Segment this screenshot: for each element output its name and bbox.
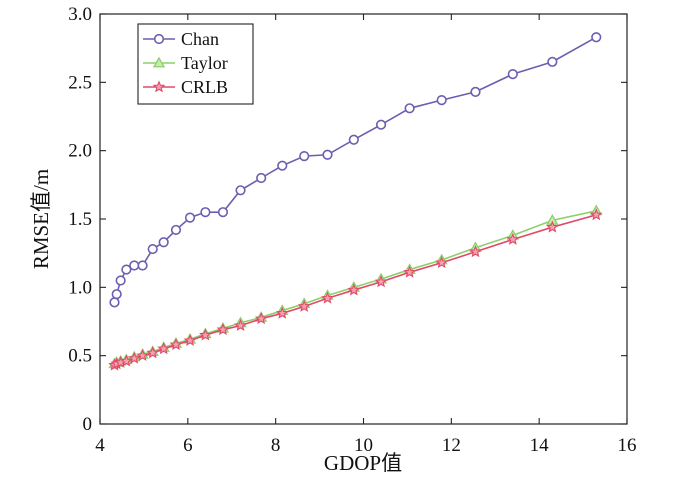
crlb-point — [506, 232, 520, 245]
crlb-point — [199, 328, 212, 341]
y-tick-label: 2.0 — [68, 141, 92, 162]
chan-point — [375, 119, 387, 130]
crlb-point — [183, 333, 197, 347]
y-tick-label: 1.0 — [68, 277, 92, 298]
y-tick-label: 1.5 — [68, 209, 92, 230]
crlb-point — [546, 220, 559, 233]
chan-point — [547, 56, 558, 67]
crlb-point — [297, 299, 311, 312]
chan-point — [158, 237, 169, 248]
y-tick-label: 0 — [83, 414, 93, 435]
chan-point — [115, 275, 126, 286]
crlb-point — [347, 283, 361, 296]
chan-point — [235, 185, 246, 196]
y-tick-label: 3.0 — [68, 4, 92, 25]
chan-point — [170, 224, 182, 236]
crlb-point — [435, 256, 449, 269]
crlb-point — [157, 342, 171, 355]
chan-point — [277, 160, 288, 171]
chan-point — [322, 149, 333, 160]
x-tick-label: 6 — [183, 435, 193, 456]
legend: Chan Taylor CRLB — [137, 23, 254, 105]
chan-point — [436, 94, 447, 106]
x-axis-title: GDOP值 — [324, 451, 402, 475]
crlb-point — [275, 306, 289, 319]
chan-point — [129, 260, 140, 271]
legend-chan-label: Chan — [181, 29, 219, 49]
chan-point — [200, 207, 211, 218]
crlb-point — [169, 338, 183, 351]
chan-point — [109, 297, 120, 308]
crlb-point — [120, 354, 133, 367]
chan-point — [217, 207, 229, 218]
x-tick-label: 12 — [442, 435, 461, 456]
chan-point — [147, 243, 158, 255]
crlb-point — [469, 245, 482, 258]
chan-point — [404, 103, 415, 114]
chan-point — [184, 212, 196, 223]
y-tick-label: 0.5 — [68, 346, 92, 367]
x-tick-label: 10 — [354, 435, 373, 456]
chan-point — [256, 172, 267, 184]
crlb-point — [234, 318, 247, 331]
crlb-point — [216, 323, 230, 336]
x-tick-label: 16 — [618, 435, 637, 456]
x-tick-label: 4 — [95, 435, 105, 456]
crlb-point — [127, 351, 141, 364]
crlb-point — [146, 346, 160, 359]
chan-point — [299, 151, 310, 162]
chan-point — [111, 289, 122, 300]
plot-area — [108, 32, 603, 371]
axis-ticks: 4 6 8 10 12 14 16 0 0.5 1.0 1.5 2.0 2.5 3.0 — [68, 4, 636, 456]
chan-point — [507, 69, 518, 80]
legend-chan-marker — [153, 33, 165, 45]
crlb-point — [403, 265, 416, 278]
chan-point — [348, 134, 359, 145]
crlb-point — [254, 312, 268, 325]
chan-point — [591, 32, 602, 43]
x-tick-label: 14 — [530, 435, 550, 456]
crlb-point — [136, 349, 149, 362]
chan-point — [137, 260, 148, 271]
crlb-point — [321, 291, 334, 304]
chan-point — [121, 264, 132, 275]
chan-point — [470, 86, 481, 97]
legend-taylor-marker — [152, 56, 166, 68]
legend-crlb-marker — [152, 80, 166, 93]
legend-taylor-label: Taylor — [181, 53, 228, 73]
y-tick-label: 2.5 — [68, 72, 92, 93]
x-tick-label: 8 — [271, 435, 281, 456]
crlb-point — [589, 208, 603, 221]
y-axis-title: RMSE值/m — [29, 169, 53, 269]
crlb-point — [374, 275, 388, 288]
legend-crlb-label: CRLB — [181, 77, 228, 97]
